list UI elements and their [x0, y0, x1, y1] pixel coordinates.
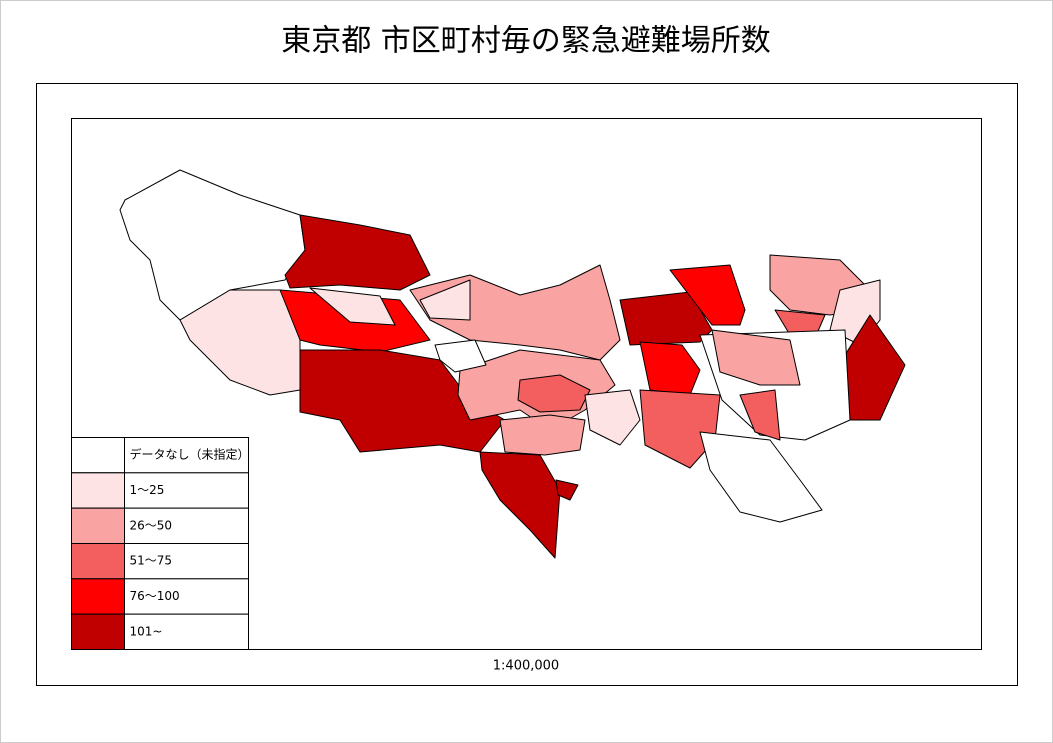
map-regions — [119, 169, 906, 559]
region — [699, 431, 823, 523]
region — [844, 314, 906, 421]
map-title: 東京都 市区町村毎の緊急避難場所数 — [281, 24, 771, 59]
region — [739, 389, 781, 441]
legend-label: 26～50 — [130, 518, 173, 532]
legend-swatch — [71, 543, 125, 580]
region — [555, 479, 579, 501]
scale-label: 1:400,000 — [493, 659, 559, 674]
map-frame — [71, 118, 982, 650]
region — [479, 451, 561, 559]
outer-frame — [36, 83, 1018, 686]
region — [284, 214, 431, 291]
legend-label: 1～25 — [130, 483, 165, 497]
region — [639, 341, 701, 396]
region — [584, 389, 641, 446]
region — [517, 374, 591, 413]
region — [639, 389, 721, 469]
legend-label: データなし（未指定） — [130, 447, 250, 462]
legend-label: 76～100 — [130, 589, 180, 603]
legend-label: 51～75 — [130, 554, 173, 568]
region — [711, 329, 801, 386]
region — [309, 287, 396, 326]
legend: データなし（未指定） 1～25 26～50 51～75 76～100 101~ — [71, 437, 250, 651]
region — [669, 264, 746, 326]
legend-swatch — [71, 507, 125, 544]
region — [434, 339, 487, 373]
region — [499, 414, 586, 456]
legend-label: 101~ — [130, 624, 163, 638]
region — [419, 279, 471, 321]
legend-swatch — [71, 472, 125, 509]
legend-swatch — [71, 613, 125, 651]
legend-swatch — [71, 578, 125, 615]
legend-swatch — [71, 437, 125, 474]
